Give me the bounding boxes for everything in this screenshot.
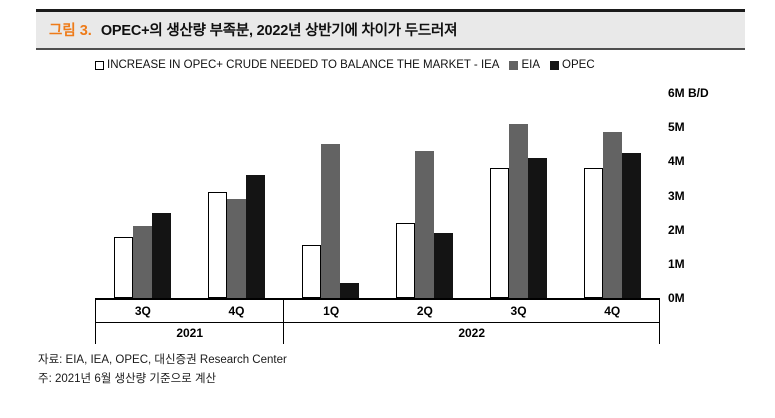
bar-group-4q-1: [189, 93, 283, 298]
legend-marker-opec-icon: [550, 60, 560, 70]
bar-iea-3q-4: [490, 168, 510, 298]
x-tick-2q-2022: 2Q: [416, 304, 433, 318]
y-tick-label-4: 4M: [668, 154, 685, 169]
bar-iea-3q-0: [113, 236, 133, 298]
bar-group-3q-4: [472, 93, 566, 298]
y-tick-label-5: 5M: [668, 120, 685, 135]
legend-marker-iea-icon: [95, 60, 104, 70]
x-axis-quarters: 3Q 4Q 1Q 2Q 3Q 4Q: [96, 300, 659, 323]
source-line: 자료: EIA, IEA, OPEC, 대신증권 Research Center: [38, 354, 287, 366]
x-tick-4q-2022: 4Q: [604, 304, 621, 318]
legend-marker-eia-icon: [509, 60, 519, 70]
bar-opec-3q-4: [528, 157, 548, 298]
bar-iea-4q-1: [207, 192, 227, 298]
bar-eia-3q-4: [509, 123, 529, 298]
x-tick-3q-2021: 3Q: [134, 304, 151, 318]
bar-eia-4q-5: [603, 132, 623, 298]
bar-opec-4q-5: [622, 152, 642, 298]
bar-eia-2q-3: [415, 151, 435, 298]
y-tick-label-6: 6M B/D: [668, 86, 709, 100]
y-axis: 0M 1M 2M 3M 4M 5M 6M B/D: [668, 87, 740, 304]
legend-label-eia: EIA: [521, 59, 541, 71]
figure-header: 그림 3. OPEC+의 생산량 부족분, 2022년 상반기에 차이가 두드러져: [36, 9, 745, 50]
legend-item-iea: INCREASE IN OPEC+ CRUDE NEEDED TO BALANC…: [95, 59, 499, 71]
bar-iea-1q-2: [301, 245, 321, 298]
figure-footer: 자료: EIA, IEA, OPEC, 대신증권 Research Center…: [38, 351, 287, 389]
bar-opec-3q-0: [151, 212, 171, 298]
bar-eia-1q-2: [320, 144, 340, 298]
y-tick-label-3: 3M: [668, 188, 685, 203]
x-tick-1q-2022: 1Q: [283, 300, 378, 322]
bar-group-3q-0: [95, 93, 189, 298]
legend-label-opec: OPEC: [562, 59, 595, 71]
legend-item-eia: EIA: [509, 59, 540, 71]
bar-iea-2q-3: [396, 222, 416, 298]
y-tick-label-2: 2M: [668, 222, 685, 237]
plot-area: [95, 93, 660, 300]
y-tick-label-1: 1M: [668, 256, 685, 271]
bar-opec-4q-1: [245, 175, 265, 298]
x-group-2022: 2022: [283, 323, 659, 344]
y-tick-label-0: 0M: [668, 291, 685, 305]
x-tick-3q-2022: 3Q: [510, 304, 527, 318]
chart-legend: INCREASE IN OPEC+ CRUDE NEEDED TO BALANC…: [95, 59, 745, 71]
bar-group-2q-3: [378, 93, 472, 298]
bar-opec-1q-2: [339, 282, 359, 298]
bar-iea-4q-5: [584, 168, 604, 298]
bar-group-1q-2: [283, 93, 377, 298]
figure-number: 그림 3.: [49, 23, 92, 39]
bar-eia-3q-0: [132, 226, 152, 298]
legend-item-opec: OPEC: [550, 59, 595, 71]
x-axis: 3Q 4Q 1Q 2Q 3Q 4Q 2021 2022: [95, 300, 660, 344]
bar-opec-2q-3: [434, 233, 454, 298]
bar-eia-4q-1: [226, 198, 246, 298]
x-group-2021: 2021: [176, 326, 204, 340]
note-line: 주: 2021년 6월 생산량 기준으로 계산: [38, 373, 217, 385]
figure-title: OPEC+의 생산량 부족분, 2022년 상반기에 차이가 두드러져: [100, 23, 458, 39]
x-axis-years: 2021 2022: [96, 323, 659, 344]
legend-label-iea: INCREASE IN OPEC+ CRUDE NEEDED TO BALANC…: [107, 59, 500, 71]
bar-group-4q-5: [566, 93, 660, 298]
x-tick-4q-2021: 4Q: [228, 304, 245, 318]
